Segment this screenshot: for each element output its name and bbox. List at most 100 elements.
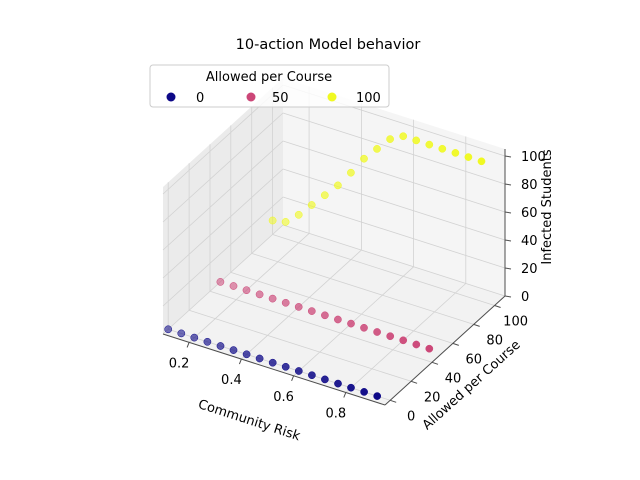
- z-tick-label: 100: [521, 150, 546, 165]
- scatter-point-s1-12: [373, 328, 381, 336]
- z-tick-mark: [504, 155, 512, 158]
- z-tick-label: 40: [521, 234, 538, 249]
- grid-line-z-back: [282, 112, 506, 185]
- scatter-point-s0-12: [321, 375, 329, 384]
- x-tick-mark: [186, 342, 190, 348]
- scatter-point-s2-13: [438, 144, 447, 153]
- scatter-point-s0-9: [281, 362, 290, 371]
- scatter-point-s1-6: [294, 303, 303, 311]
- grid-line-z-left: [162, 140, 284, 251]
- scatter-point-s0-2: [190, 333, 199, 342]
- scatter-point-s2-12: [425, 140, 434, 149]
- scatter-point-s1-11: [360, 323, 368, 332]
- grid-line-y-floor: [272, 234, 495, 306]
- scatter-point-s1-16: [425, 344, 434, 353]
- scatter-point-s0-15: [360, 388, 368, 396]
- y-tick-mark: [473, 323, 480, 327]
- x-tick-label: 0.2: [169, 356, 190, 371]
- legend-marker-0: [166, 92, 176, 102]
- scatter-point-s1-14: [399, 336, 408, 345]
- scatter-point-s2-14: [451, 149, 460, 157]
- back-wall-pane: [283, 78, 505, 296]
- x-axis-line: [162, 333, 386, 406]
- floor-pane: [163, 225, 505, 405]
- y-tick-label: 100: [503, 315, 528, 330]
- scatter-point-s1-8: [321, 311, 329, 320]
- y-tick-mark: [390, 399, 397, 403]
- scatter-point-s0-16: [373, 392, 382, 400]
- scatter-point-s2-2: [294, 210, 303, 219]
- legend-marker-1: [246, 92, 256, 102]
- legend-title: Allowed per Course: [206, 70, 332, 85]
- scatter-points: [164, 132, 486, 400]
- grid-line-z-left: [162, 168, 284, 279]
- scatter-point-s2-4: [320, 191, 329, 200]
- scatter-point-s0-3: [203, 337, 212, 346]
- scatter-point-s2-16: [477, 157, 486, 166]
- scatter-point-s0-0: [164, 325, 173, 334]
- grid-line-y-floor: [209, 290, 433, 363]
- z-tick-mark: [504, 183, 512, 186]
- y-tick-label: 80: [486, 333, 503, 348]
- grid-line-z-left: [162, 112, 284, 223]
- scatter-point-s0-5: [229, 346, 238, 354]
- scatter-point-s0-4: [216, 342, 225, 350]
- scatter-point-s2-9: [386, 135, 394, 143]
- z-tick-mark: [504, 211, 512, 214]
- grid-line-y-floor: [230, 272, 453, 344]
- scatter-point-s1-2: [242, 286, 251, 295]
- scatter-point-s1-7: [307, 307, 316, 315]
- grid-line-z-back: [282, 140, 506, 213]
- scatter-point-s0-8: [268, 358, 277, 367]
- scatter-point-s1-5: [281, 298, 290, 307]
- scatter-point-s2-6: [347, 168, 355, 177]
- scatter-point-s1-4: [268, 294, 277, 303]
- scatter-point-s1-3: [255, 290, 264, 299]
- scatter-point-s1-9: [334, 315, 342, 324]
- x-tick-label: 0.8: [325, 407, 346, 422]
- scatter-point-s0-10: [294, 367, 303, 375]
- scatter-point-s1-15: [412, 340, 421, 349]
- scatter-point-s1-13: [386, 332, 395, 341]
- legend-label-2: 100: [356, 91, 381, 106]
- scatter-point-s2-15: [464, 153, 473, 161]
- y-tick-mark: [494, 305, 501, 308]
- y-tick-label: 40: [445, 371, 462, 386]
- y-tick-label: 60: [466, 352, 483, 367]
- scatter-point-s2-3: [307, 201, 316, 209]
- scatter-point-s0-6: [242, 350, 251, 359]
- x-tick-mark: [238, 358, 242, 365]
- scatter-point-s0-14: [347, 383, 355, 392]
- z-tick-mark: [504, 239, 512, 242]
- grid-line-y-floor: [251, 253, 474, 325]
- y-tick-label: 20: [424, 390, 441, 405]
- z-tick-label: 80: [521, 178, 538, 193]
- legend: Allowed per Course 0 50 100: [149, 64, 390, 108]
- y-axis-line: [384, 295, 506, 406]
- scatter-point-s0-1: [177, 329, 186, 338]
- legend-label-0: 0: [196, 91, 204, 106]
- axis-panes: [163, 78, 505, 405]
- x-tick-mark: [291, 375, 295, 381]
- grid-line-y-floor: [188, 309, 412, 382]
- z-tick-mark: [504, 267, 512, 270]
- grid-line-z-back: [282, 224, 506, 297]
- scatter-point-s2-7: [360, 154, 368, 163]
- left-wall-pane: [163, 78, 283, 334]
- scatter-point-s0-13: [334, 379, 342, 388]
- scatter-point-s0-7: [255, 354, 264, 363]
- y-tick-mark: [452, 342, 459, 346]
- scatter-point-s2-8: [373, 145, 381, 153]
- axis-lines: [162, 149, 512, 406]
- scatter-point-s2-10: [399, 132, 408, 141]
- chart-title: 10-action Model behavior: [236, 37, 421, 53]
- grid-line-z-back: [282, 168, 506, 241]
- scatter-point-s1-0: [216, 278, 225, 286]
- z-tick-label: 20: [521, 262, 538, 277]
- scatter-point-s2-0: [268, 216, 277, 225]
- scatter-point-s1-10: [347, 319, 355, 328]
- scatter-point-s0-11: [308, 371, 316, 380]
- z-tick-label: 60: [521, 206, 538, 221]
